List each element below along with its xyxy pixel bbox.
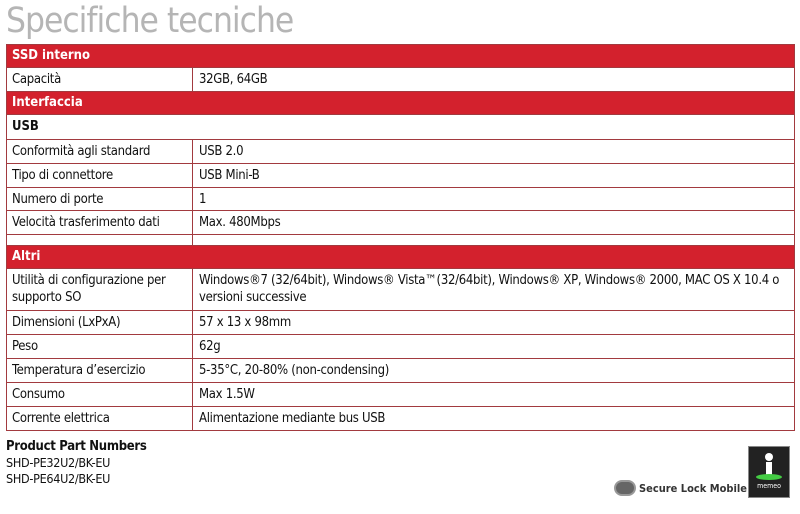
spec-value: USB Mini-B (199, 168, 260, 183)
logo-text: Secure Lock Mobile™ (639, 481, 757, 495)
spec-table: SSD interno Capacità 32GB, 64GB Interfacc… (6, 44, 795, 431)
spec-key: Dimensioni (LxPxA) (7, 311, 193, 334)
subsection-header: USB (7, 115, 794, 140)
part-number: SHD-PE32U2/BK-EU (6, 455, 111, 470)
spec-key: Corrente elettrica (7, 407, 193, 430)
table-row: Utilità di configurazione per supporto S… (7, 269, 794, 311)
spec-key: Conformità agli standard (7, 140, 193, 163)
table-row: Peso 62g (7, 335, 794, 359)
table-row: Temperatura d’esercizio 5-35°C, 20-80% (n… (7, 359, 794, 383)
table-row: Velocità trasferimento dati Max. 480Mbps (7, 211, 794, 235)
spec-key: Numero di porte (7, 188, 193, 210)
table-row: Tipo di connettore USB Mini-B (7, 164, 794, 188)
table-row: Dimensioni (LxPxA) 57 x 13 x 98mm (7, 311, 794, 335)
spec-value: Alimentazione mediante bus USB (199, 411, 386, 426)
spec-value: 1 (199, 192, 207, 207)
spec-key: Utilità di configurazione per supporto S… (7, 269, 193, 310)
memeo-logo: memeo (748, 446, 790, 498)
part-number: SHD-PE64U2/BK-EU (6, 471, 111, 486)
section-header: Interfaccia (7, 92, 794, 115)
spec-value: Max 1.5W (199, 387, 255, 402)
table-row: Capacità 32GB, 64GB (7, 68, 794, 92)
table-row: Numero di porte 1 (7, 188, 794, 211)
spec-key: Consumo (7, 383, 193, 406)
table-row: Consumo Max 1.5W (7, 383, 794, 407)
section-header: SSD interno (7, 45, 794, 68)
spec-value: 32GB, 64GB (199, 72, 268, 87)
secure-lock-mobile-logo: Secure Lock Mobile™ (614, 480, 757, 496)
spec-key: Temperatura d’esercizio (7, 359, 193, 382)
lock-icon (614, 480, 636, 496)
spec-value: 62g (199, 339, 221, 354)
parts-heading: Product Part Numbers (6, 439, 147, 454)
spec-value: Max. 480Mbps (199, 215, 281, 230)
spec-value: 5-35°C, 20-80% (non-condensing) (199, 363, 390, 378)
spacer-row (7, 235, 794, 245)
spec-value: 57 x 13 x 98mm (199, 315, 291, 330)
table-row: Corrente elettrica Alimentazione mediante… (7, 407, 794, 431)
spec-key: Velocità trasferimento dati (7, 211, 193, 234)
section-header: Altri (7, 245, 794, 269)
logo-text: memeo (757, 482, 781, 490)
spec-key: Peso (7, 335, 193, 358)
spec-key: Tipo di connettore (7, 164, 193, 187)
spec-key: Capacità (7, 68, 193, 91)
product-part-numbers: Product Part Numbers SHD-PE32U2/BK-EU SH… (6, 438, 147, 487)
spec-value: USB 2.0 (199, 144, 244, 159)
page-title: Specifiche tecniche (6, 1, 294, 41)
table-row: Conformità agli standard USB 2.0 (7, 140, 794, 164)
spec-value: Windows®7 (32/64bit), Windows® Vista™(32… (199, 273, 780, 305)
